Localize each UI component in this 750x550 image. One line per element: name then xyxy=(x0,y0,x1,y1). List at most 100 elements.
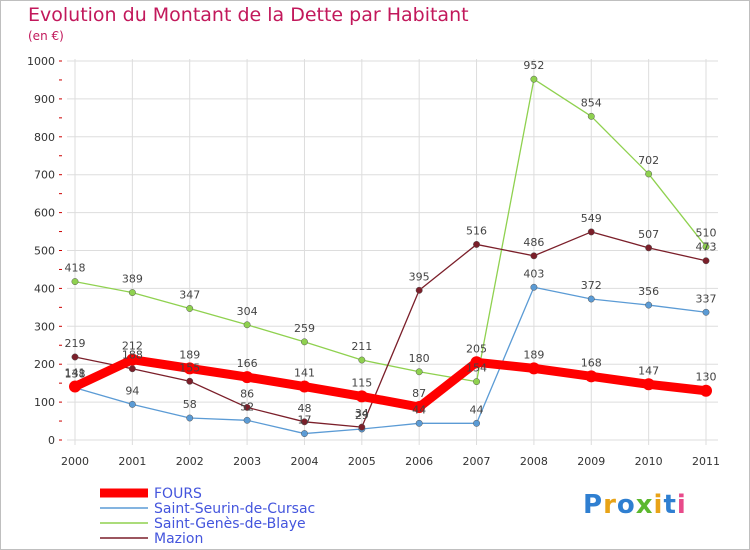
data-point xyxy=(473,240,480,248)
y-tick-label: 700 xyxy=(34,169,55,182)
data-point xyxy=(702,243,710,251)
data-point xyxy=(126,353,139,366)
data-point xyxy=(700,384,712,397)
data-label: 48 xyxy=(297,402,311,415)
data-label: 347 xyxy=(179,288,200,301)
data-point xyxy=(128,365,136,373)
data-label: 259 xyxy=(294,322,315,335)
legend-label: Saint-Genès-de-Blaye xyxy=(154,516,306,532)
data-point xyxy=(71,278,79,286)
data-point xyxy=(298,380,311,393)
data-label: 389 xyxy=(122,273,143,286)
data-point xyxy=(413,401,426,414)
data-label: 115 xyxy=(351,376,372,389)
data-point xyxy=(530,252,538,260)
y-tick-label: 500 xyxy=(34,245,55,258)
data-point xyxy=(473,419,480,427)
data-point xyxy=(186,414,194,422)
x-tick-label: 2005 xyxy=(348,455,376,468)
data-label: 486 xyxy=(523,236,544,249)
data-label: 702 xyxy=(638,154,659,167)
data-label: 29 xyxy=(355,409,369,422)
data-point xyxy=(702,257,710,265)
data-point xyxy=(243,416,251,424)
data-label: 189 xyxy=(523,348,544,361)
y-tick-label: 100 xyxy=(34,396,55,409)
data-label: 52 xyxy=(240,400,254,413)
y-tick-label: 600 xyxy=(34,207,55,220)
data-point xyxy=(355,390,368,403)
y-tick-label: 800 xyxy=(34,131,55,144)
data-label: 138 xyxy=(65,368,86,381)
series-line xyxy=(74,286,707,435)
x-tick-label: 2010 xyxy=(635,455,663,468)
data-label: 219 xyxy=(65,337,86,350)
data-point xyxy=(642,378,655,391)
data-label: 166 xyxy=(237,357,258,370)
data-label: 854 xyxy=(581,96,602,109)
x-tick-label: 2000 xyxy=(61,455,89,468)
data-point xyxy=(358,356,366,364)
data-point xyxy=(301,418,308,426)
x-tick-label: 2007 xyxy=(463,455,491,468)
data-label: 952 xyxy=(523,59,544,72)
data-label: 86 xyxy=(240,387,254,400)
x-tick-label: 2004 xyxy=(290,455,318,468)
data-point xyxy=(243,321,251,329)
data-point xyxy=(645,244,653,252)
legend-label: FOURS xyxy=(154,486,202,502)
data-label: 516 xyxy=(466,224,487,237)
legend-label: Mazion xyxy=(154,531,203,547)
data-label: 372 xyxy=(581,279,602,292)
y-tick-label: 1000 xyxy=(27,55,55,68)
series-line xyxy=(70,355,711,412)
data-label: 147 xyxy=(638,364,659,377)
data-label: 34 xyxy=(355,407,369,420)
x-tick-label: 2009 xyxy=(577,455,605,468)
data-point xyxy=(587,228,595,236)
data-label: 211 xyxy=(351,340,372,353)
data-label: 180 xyxy=(409,352,430,365)
data-label: 549 xyxy=(581,212,602,225)
data-point xyxy=(241,371,254,384)
data-label: 154 xyxy=(466,362,487,375)
series-line xyxy=(74,231,707,428)
data-point xyxy=(415,419,423,427)
data-point xyxy=(69,380,81,393)
data-label: 337 xyxy=(696,292,717,305)
data-label: 58 xyxy=(183,398,197,411)
data-label: 17 xyxy=(297,414,311,427)
data-label: 205 xyxy=(466,342,487,355)
data-point xyxy=(301,430,308,438)
data-label: 141 xyxy=(65,367,86,380)
x-tick-label: 2003 xyxy=(233,455,261,468)
data-label: 304 xyxy=(237,305,258,318)
data-label: 94 xyxy=(125,384,139,397)
chart-subtitle: (en €) xyxy=(28,29,64,43)
data-point xyxy=(71,353,79,361)
x-tick-label: 2001 xyxy=(118,455,146,468)
data-point xyxy=(186,305,194,312)
data-point xyxy=(527,362,540,375)
data-point xyxy=(702,308,710,316)
data-label: 395 xyxy=(409,270,430,283)
data-label: 510 xyxy=(696,227,717,240)
data-point xyxy=(473,378,480,386)
data-point xyxy=(645,301,653,309)
data-point xyxy=(183,362,196,375)
data-point xyxy=(358,423,366,431)
data-label: 87 xyxy=(412,387,426,400)
data-label: 507 xyxy=(638,228,659,241)
data-label: 403 xyxy=(523,267,544,280)
data-point xyxy=(587,295,595,303)
y-tick-label: 0 xyxy=(48,434,55,447)
data-point xyxy=(645,170,653,178)
data-label: 212 xyxy=(122,340,143,353)
x-tick-label: 2011 xyxy=(692,455,720,468)
data-point xyxy=(128,289,136,297)
data-label: 188 xyxy=(122,349,143,362)
x-tick-label: 2002 xyxy=(176,455,204,468)
data-label: 418 xyxy=(65,262,86,275)
